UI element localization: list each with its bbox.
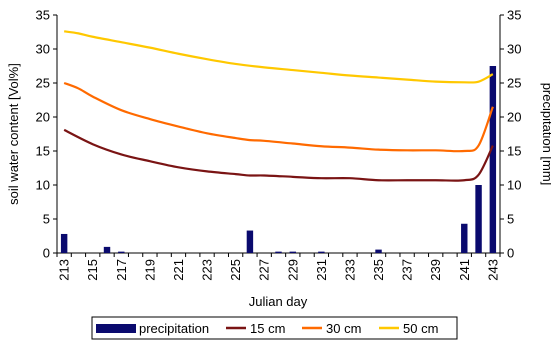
series-line-50cm bbox=[63, 30, 494, 84]
legend-label-50cm: 50 cm bbox=[403, 321, 438, 336]
precipitation-bar bbox=[318, 251, 325, 253]
right-tick-label: 5 bbox=[507, 212, 514, 227]
precipitation-bar bbox=[375, 249, 382, 253]
x-tick-label: 223 bbox=[200, 259, 215, 281]
right-tick-label: 0 bbox=[507, 246, 514, 261]
x-tick-label: 237 bbox=[400, 259, 415, 281]
x-tick-label: 227 bbox=[257, 259, 272, 281]
precipitation-bars bbox=[60, 66, 497, 253]
precipitation-bar bbox=[461, 223, 468, 253]
left-tick-label: 5 bbox=[43, 212, 50, 227]
legend-frame bbox=[91, 316, 458, 340]
x-tick-label: 233 bbox=[342, 259, 357, 281]
left-tick-label: 0 bbox=[43, 246, 50, 261]
soil-water-lines bbox=[63, 30, 494, 182]
x-tick-label: 217 bbox=[114, 259, 129, 281]
x-tick-label: 213 bbox=[57, 259, 72, 281]
x-tick-label: 219 bbox=[142, 259, 157, 281]
left-tick-label: 10 bbox=[36, 178, 50, 193]
precipitation-bar bbox=[118, 251, 125, 253]
x-ticks: 213 215 217 219 221 223 225 227 229 231 233 235 237 2… bbox=[56, 253, 501, 281]
left-y-ticks: 0 5 10 15 20 25 30 35 bbox=[36, 8, 57, 261]
x-tick-label: 243 bbox=[485, 259, 500, 281]
right-tick-label: 20 bbox=[507, 110, 521, 125]
x-tick-label: 225 bbox=[228, 259, 243, 281]
y-axis-title-right: precipitation [mm] bbox=[540, 83, 551, 186]
x-tick-label: 239 bbox=[428, 259, 443, 281]
right-tick-label: 15 bbox=[507, 144, 521, 159]
x-axis-title: Julian day bbox=[249, 294, 308, 309]
x-tick-label: 221 bbox=[171, 259, 186, 281]
left-tick-label: 15 bbox=[36, 144, 50, 159]
precipitation-bar bbox=[475, 185, 482, 253]
left-tick-label: 30 bbox=[36, 42, 50, 57]
precipitation-bar bbox=[60, 233, 68, 253]
left-tick-label: 35 bbox=[36, 8, 50, 23]
x-tick-label: 235 bbox=[371, 259, 386, 281]
x-tick-label: 241 bbox=[457, 259, 472, 281]
right-tick-label: 35 bbox=[507, 8, 521, 23]
precipitation-bar bbox=[289, 251, 297, 253]
right-y-ticks: 0 5 10 15 20 25 30 35 bbox=[500, 8, 521, 261]
legend: precipitation 15 cm 30 cm 50 cm bbox=[91, 316, 458, 340]
legend-label-30cm: 30 cm bbox=[326, 321, 361, 336]
precipitation-bar bbox=[103, 246, 111, 253]
precipitation-bar bbox=[489, 66, 497, 253]
right-tick-label: 25 bbox=[507, 76, 521, 91]
legend-label-precipitation: precipitation bbox=[139, 321, 209, 336]
precipitation-bar bbox=[246, 230, 254, 253]
right-tick-label: 10 bbox=[507, 178, 521, 193]
precipitation-bar bbox=[275, 251, 282, 253]
x-tick-label: 229 bbox=[285, 259, 300, 281]
legend-label-15cm: 15 cm bbox=[250, 321, 285, 336]
right-tick-label: 30 bbox=[507, 42, 521, 57]
y-axis-title-left: soil water content [Vol%] bbox=[6, 63, 21, 205]
x-tick-label: 231 bbox=[314, 259, 329, 281]
legend-swatch-precipitation bbox=[96, 324, 136, 333]
x-tick-label: 215 bbox=[85, 259, 100, 281]
series-line-15cm bbox=[63, 128, 494, 182]
series-line-30cm bbox=[63, 81, 494, 153]
left-tick-label: 25 bbox=[36, 76, 50, 91]
left-tick-label: 20 bbox=[36, 110, 50, 125]
